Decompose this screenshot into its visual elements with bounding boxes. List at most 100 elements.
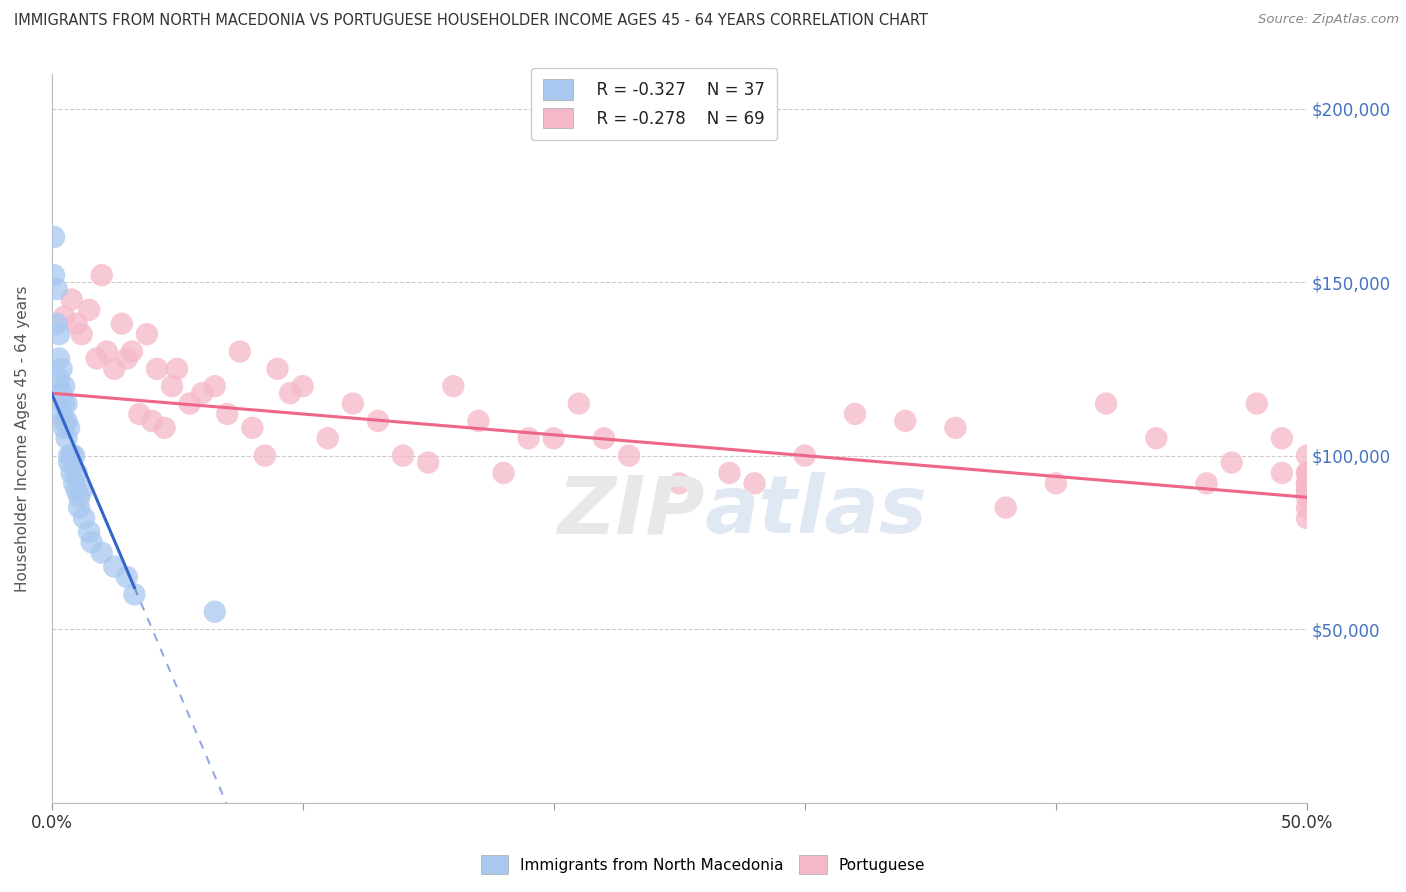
- Point: [146, 362, 169, 376]
- Point: [67, 490, 90, 504]
- Point: [1271, 431, 1294, 445]
- Legend: Immigrants from North Macedonia, Portuguese: Immigrants from North Macedonia, Portugu…: [475, 849, 931, 880]
- Point: [115, 570, 138, 584]
- Point: [70, 327, 93, 342]
- Point: [48, 372, 70, 386]
- Point: [77, 302, 100, 317]
- Point: [115, 351, 138, 366]
- Point: [191, 386, 214, 401]
- Point: [160, 379, 183, 393]
- Point: [1296, 483, 1319, 498]
- Point: [58, 456, 80, 470]
- Point: [53, 396, 76, 410]
- Point: [1271, 466, 1294, 480]
- Point: [278, 386, 301, 401]
- Point: [492, 466, 515, 480]
- Point: [53, 414, 76, 428]
- Point: [51, 407, 73, 421]
- Point: [204, 379, 226, 393]
- Point: [63, 476, 86, 491]
- Point: [1296, 449, 1319, 463]
- Point: [441, 379, 464, 393]
- Point: [66, 483, 89, 498]
- Point: [70, 483, 93, 498]
- Point: [63, 449, 86, 463]
- Point: [121, 344, 143, 359]
- Point: [67, 500, 90, 515]
- Point: [1296, 500, 1319, 515]
- Point: [73, 511, 96, 525]
- Point: [136, 327, 159, 342]
- Text: IMMIGRANTS FROM NORTH MACEDONIA VS PORTUGUESE HOUSEHOLDER INCOME AGES 45 - 64 YE: IMMIGRANTS FROM NORTH MACEDONIA VS PORTU…: [14, 13, 928, 29]
- Point: [242, 421, 264, 435]
- Point: [58, 421, 80, 435]
- Point: [342, 396, 364, 410]
- Point: [77, 524, 100, 539]
- Point: [367, 414, 389, 428]
- Point: [945, 421, 967, 435]
- Point: [617, 449, 640, 463]
- Legend:   R = -0.327    N = 37,   R = -0.278    N = 69: R = -0.327 N = 37, R = -0.278 N = 69: [531, 68, 778, 140]
- Point: [229, 344, 252, 359]
- Point: [543, 431, 565, 445]
- Point: [1144, 431, 1167, 445]
- Point: [53, 379, 76, 393]
- Point: [58, 449, 80, 463]
- Point: [60, 293, 83, 307]
- Point: [90, 268, 112, 282]
- Point: [103, 559, 125, 574]
- Point: [179, 396, 201, 410]
- Point: [51, 386, 73, 401]
- Point: [96, 344, 118, 359]
- Point: [55, 396, 77, 410]
- Point: [793, 449, 815, 463]
- Point: [1296, 466, 1319, 480]
- Y-axis label: Householder Income Ages 45 - 64 years: Householder Income Ages 45 - 64 years: [15, 285, 30, 591]
- Point: [66, 466, 89, 480]
- Point: [1296, 466, 1319, 480]
- Point: [1296, 476, 1319, 491]
- Point: [45, 282, 67, 296]
- Point: [60, 466, 83, 480]
- Point: [204, 605, 226, 619]
- Point: [668, 476, 690, 491]
- Text: ZIP: ZIP: [557, 472, 704, 550]
- Point: [994, 500, 1017, 515]
- Point: [844, 407, 866, 421]
- Point: [1095, 396, 1118, 410]
- Point: [66, 317, 89, 331]
- Point: [53, 421, 76, 435]
- Point: [153, 421, 176, 435]
- Point: [1195, 476, 1218, 491]
- Point: [124, 587, 146, 601]
- Point: [1296, 483, 1319, 498]
- Point: [1220, 456, 1243, 470]
- Point: [48, 327, 70, 342]
- Point: [42, 268, 65, 282]
- Point: [291, 379, 314, 393]
- Point: [1296, 511, 1319, 525]
- Point: [166, 362, 188, 376]
- Point: [60, 449, 83, 463]
- Point: [1246, 396, 1268, 410]
- Point: [42, 230, 65, 244]
- Point: [253, 449, 276, 463]
- Point: [217, 407, 239, 421]
- Point: [141, 414, 163, 428]
- Point: [1296, 483, 1319, 498]
- Point: [1045, 476, 1067, 491]
- Point: [894, 414, 917, 428]
- Point: [51, 362, 73, 376]
- Text: atlas: atlas: [704, 472, 927, 550]
- Point: [418, 456, 440, 470]
- Point: [111, 317, 134, 331]
- Point: [103, 362, 125, 376]
- Point: [1296, 490, 1319, 504]
- Point: [90, 546, 112, 560]
- Point: [316, 431, 339, 445]
- Point: [55, 414, 77, 428]
- Text: Source: ZipAtlas.com: Source: ZipAtlas.com: [1258, 13, 1399, 27]
- Point: [128, 407, 150, 421]
- Point: [48, 351, 70, 366]
- Point: [568, 396, 591, 410]
